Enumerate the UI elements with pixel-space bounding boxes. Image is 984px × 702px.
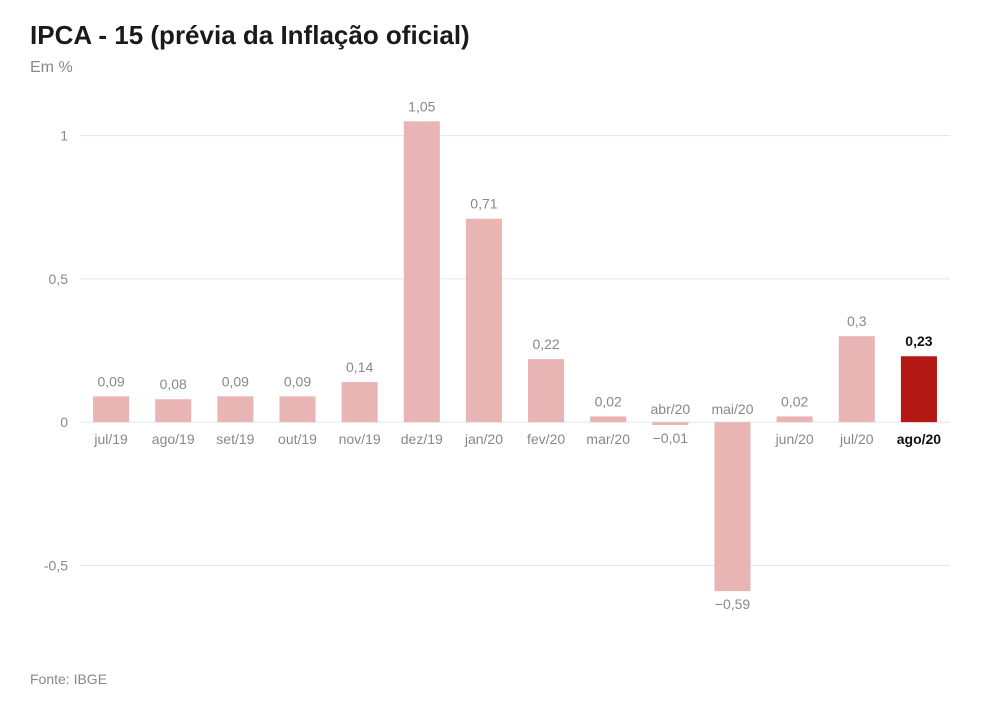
svg-text:jun/20: jun/20 (775, 431, 814, 447)
svg-text:ago/19: ago/19 (152, 431, 195, 447)
svg-text:0,5: 0,5 (49, 271, 69, 287)
svg-text:0,22: 0,22 (532, 336, 559, 352)
svg-text:−0,59: −0,59 (715, 596, 751, 612)
svg-text:out/19: out/19 (278, 431, 317, 447)
svg-text:0,3: 0,3 (847, 313, 867, 329)
svg-text:jan/20: jan/20 (464, 431, 503, 447)
chart-container: -0,5 0 0,5 1 0,09 jul/19 0,08 ago/19 0,09 set/19 0… (30, 97, 954, 657)
svg-text:0,14: 0,14 (346, 359, 373, 375)
svg-text:0,23: 0,23 (905, 333, 932, 349)
chart-source: Fonte: IBGE (30, 671, 954, 687)
svg-text:0,08: 0,08 (160, 376, 187, 392)
svg-text:0: 0 (60, 414, 68, 430)
svg-text:0,02: 0,02 (595, 393, 622, 409)
svg-text:set/19: set/19 (216, 431, 254, 447)
svg-text:0,02: 0,02 (781, 393, 808, 409)
chart-title: IPCA - 15 (prévia da Inflação oficial) (30, 20, 954, 51)
svg-text:nov/19: nov/19 (339, 431, 381, 447)
svg-text:jul/19: jul/19 (93, 431, 128, 447)
chart-subtitle: Em % (30, 59, 954, 77)
svg-text:-0,5: -0,5 (44, 557, 68, 573)
svg-text:0,09: 0,09 (284, 373, 311, 389)
svg-text:−0,01: −0,01 (653, 430, 689, 446)
svg-text:1,05: 1,05 (408, 98, 435, 114)
svg-text:0,71: 0,71 (470, 196, 497, 212)
svg-text:jul/20: jul/20 (839, 431, 874, 447)
svg-text:dez/19: dez/19 (401, 431, 443, 447)
bar-chart: -0,5 0 0,5 1 0,09 jul/19 0,08 ago/19 0,09 set/19 0… (30, 97, 954, 657)
svg-text:abr/20: abr/20 (651, 401, 691, 417)
svg-text:mar/20: mar/20 (586, 431, 630, 447)
svg-text:mai/20: mai/20 (711, 401, 753, 417)
svg-text:fev/20: fev/20 (527, 431, 565, 447)
svg-text:ago/20: ago/20 (897, 431, 942, 447)
svg-text:0,09: 0,09 (222, 373, 249, 389)
svg-text:0,09: 0,09 (97, 373, 124, 389)
svg-text:1: 1 (60, 128, 68, 144)
